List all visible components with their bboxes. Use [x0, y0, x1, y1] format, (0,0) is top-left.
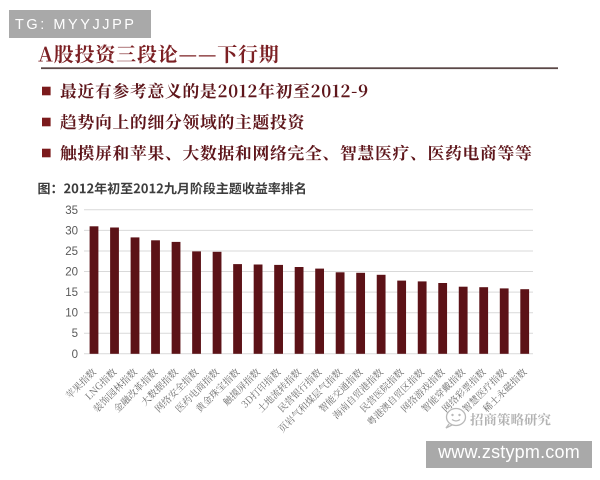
svg-text:25: 25 [65, 246, 78, 258]
svg-text:0: 0 [72, 349, 78, 361]
svg-text:5: 5 [72, 328, 78, 340]
svg-text:15: 15 [65, 287, 78, 299]
svg-text:20: 20 [65, 267, 78, 279]
svg-text:30: 30 [65, 225, 78, 237]
svg-text:10: 10 [65, 308, 78, 320]
svg-text:35: 35 [65, 205, 78, 217]
